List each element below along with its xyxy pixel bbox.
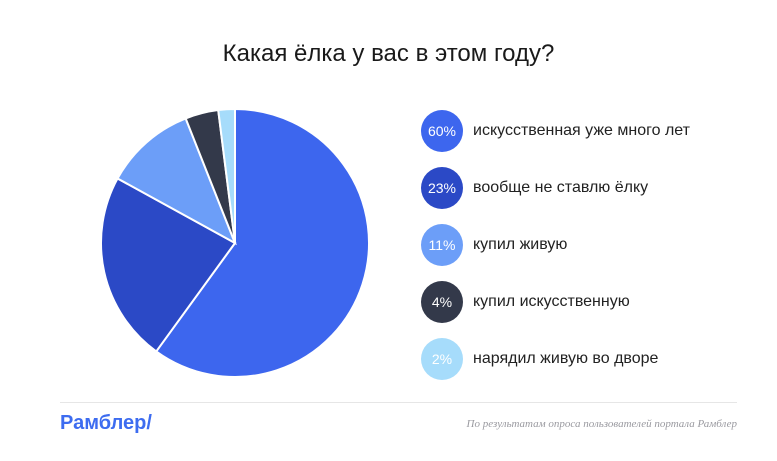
footer-divider bbox=[60, 402, 737, 403]
legend-item: 4% купил искусственную bbox=[421, 281, 690, 323]
legend-label: нарядил живую во дворе bbox=[473, 350, 659, 367]
legend-badge: 11% bbox=[421, 224, 463, 266]
pie-slice bbox=[154, 108, 370, 378]
pie-slice bbox=[100, 177, 237, 353]
legend: 60% искусственная уже много лет 23% вооб… bbox=[421, 110, 690, 395]
legend-item: 11% купил живую bbox=[421, 224, 690, 266]
legend-badge: 2% bbox=[421, 338, 463, 380]
legend-label: вообще не ставлю ёлку bbox=[473, 179, 649, 196]
legend-label: искусственная уже много лет bbox=[473, 122, 690, 139]
chart-title: Какая ёлка у вас в этом году? bbox=[222, 40, 555, 67]
legend-badge: 60% bbox=[421, 110, 463, 152]
legend-item: 60% искусственная уже много лет bbox=[421, 110, 690, 152]
legend-item: 2% нарядил живую во дворе bbox=[421, 338, 690, 380]
legend-label: купил живую bbox=[473, 236, 568, 253]
legend-label: купил искусственную bbox=[473, 293, 630, 310]
pie-slice bbox=[217, 108, 236, 244]
pie-slice bbox=[116, 117, 237, 246]
source-note: По результатам опроса пользователей порт… bbox=[466, 418, 737, 430]
pie-chart bbox=[100, 108, 370, 378]
legend-badge: 4% bbox=[421, 281, 463, 323]
legend-item: 23% вообще не ставлю ёлку bbox=[421, 167, 690, 209]
legend-badge: 23% bbox=[421, 167, 463, 209]
rambler-logo[interactable]: Рамблер/ bbox=[60, 412, 152, 434]
